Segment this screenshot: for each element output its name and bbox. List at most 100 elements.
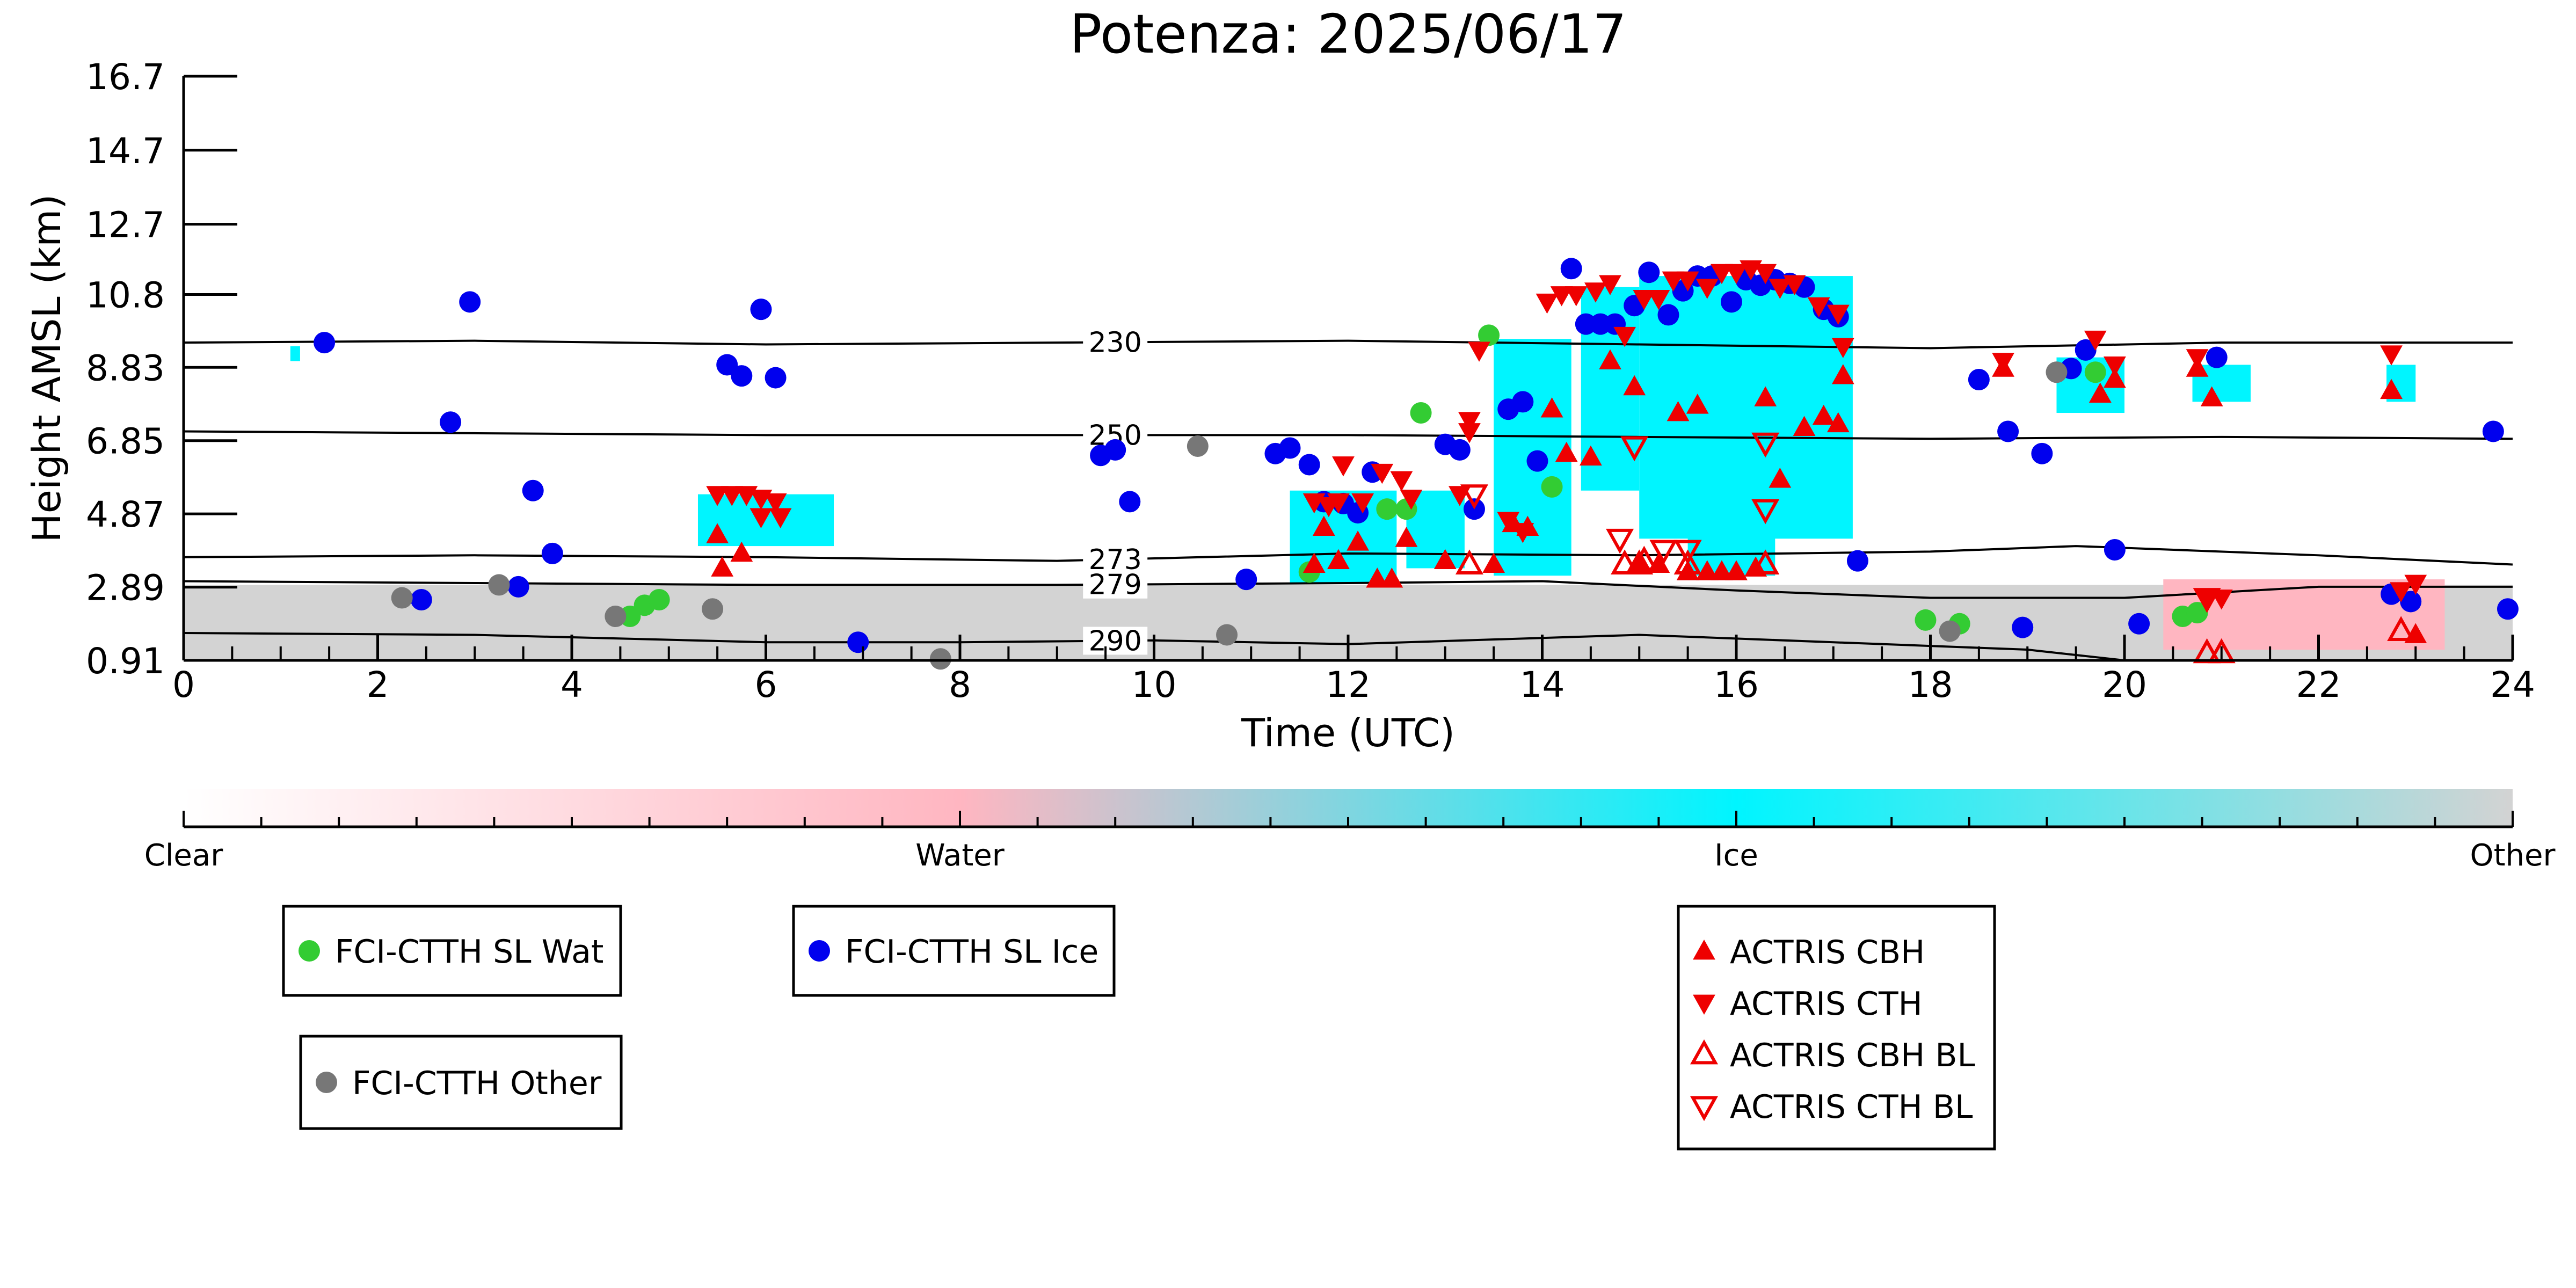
marker-actris-cth [2404, 574, 2427, 595]
marker-fci-ctth-sl-wat [648, 588, 670, 610]
marker-fci-ctth-sl-wat [1541, 476, 1563, 498]
marker-fci-ctth-sl-ice [1235, 569, 1257, 591]
marker-actris-cth [2104, 356, 2126, 377]
marker-actris-cth [1564, 286, 1588, 307]
marker-actris-cth [1647, 290, 1670, 310]
marker-actris-cth [721, 486, 744, 506]
marker-actris-cth [1769, 279, 1792, 299]
marker-actris-cbh [1433, 549, 1457, 570]
marker-actris-cth-bl [1620, 436, 1649, 462]
y-tick-label: 12.7 [86, 205, 165, 246]
marker-actris-cbh [1831, 364, 1854, 384]
marker-fci-ctth-sl-ice [2206, 346, 2228, 368]
marker-actris-cth [1633, 290, 1656, 310]
isotherm-label-bg [1083, 328, 1148, 356]
marker-actris-cbh-bl [1751, 549, 1780, 574]
legend-label-fci-ctth-other: FCI-CTTH Other [352, 1065, 602, 1102]
marker-actris-cbh [1555, 441, 1578, 462]
marker-fci-ctth-sl-ice [1720, 291, 1742, 313]
marker-fci-ctth-sl-ice [750, 299, 772, 321]
marker-actris-cth [1511, 523, 1534, 543]
marker-actris-cbh-bl [1625, 549, 1654, 574]
legend-marker-fci-ctth-sl-wat [299, 940, 320, 962]
marker-actris-cth [1662, 271, 1685, 292]
marker-actris-cbh [1482, 552, 1505, 573]
marker-actris-cth-bl [1751, 432, 1780, 458]
legend-frame [299, 1035, 623, 1130]
marker-fci-ctth-other [1939, 620, 1961, 642]
isotherm-label-279: 279 [1089, 569, 1142, 601]
legend-box-1: FCI-CTTH SL Wat [282, 905, 622, 997]
marker-actris-cth [2380, 345, 2403, 366]
legend-box-4: ACTRIS CBH ACTRIS CTH ACTRIS CBH BL ACTRIS … [1677, 905, 1996, 1151]
x-tick-label: 10 [1132, 664, 1177, 705]
marker-fci-ctth-other [702, 598, 724, 620]
colorbar-label-water: Water [915, 838, 1005, 873]
marker-actris-cth [1550, 286, 1573, 307]
marker-actris-cth [764, 493, 787, 514]
legend-marker-fci-ctth-other [316, 1072, 337, 1093]
marker-fci-ctth-sl-ice [1279, 437, 1301, 459]
marker-actris-cbh [1302, 552, 1326, 573]
x-tick-label: 14 [1520, 664, 1565, 705]
chart-title: Potenza: 2025/06/17 [1069, 3, 1627, 66]
marker-fci-ctth-sl-ice [1119, 491, 1141, 513]
y-tick-label: 4.87 [86, 494, 165, 535]
marker-actris-cth-bl [1460, 484, 1488, 510]
legend-marker-actris-cbh-bl [1690, 1039, 1719, 1065]
marker-actris-cbh [1676, 560, 1699, 580]
marker-actris-cbh [1667, 401, 1690, 421]
marker-actris-cbh [1827, 412, 1850, 433]
marker-fci-ctth-sl-ice [1298, 454, 1320, 476]
marker-fci-ctth-sl-ice [765, 367, 787, 389]
marker-fci-ctth-sl-ice [1512, 391, 1534, 413]
legend-box-2: FCI-CTTH SL Ice [792, 905, 1116, 997]
x-tick-label: 20 [2102, 664, 2147, 705]
marker-actris-cth [1400, 490, 1423, 510]
marker-actris-cth [1725, 264, 1748, 285]
x-tick-label: 24 [2490, 664, 2535, 705]
series-fci-ctth-sl-ice [314, 258, 2519, 653]
marker-actris-cth-bl [2193, 588, 2221, 613]
marker-actris-cth [1458, 423, 1481, 443]
legends: FCI-CTTH SL Wat FCI-CTTH SL Ice FCI-CTTH O… [282, 905, 1996, 1151]
legend-frame [1677, 905, 1996, 1151]
legend-marker-actris-cbh [1693, 940, 1715, 960]
marker-actris-cth [1676, 271, 1699, 292]
marker-actris-cbh [1769, 468, 1792, 488]
marker-fci-ctth-sl-ice [1638, 261, 1660, 283]
legend-box-3: FCI-CTTH Other [299, 1035, 623, 1130]
marker-actris-cbh [1754, 386, 1777, 406]
marker-fci-ctth-sl-ice [1968, 369, 1990, 391]
marker-fci-ctth-sl-wat [1478, 324, 1500, 346]
marker-fci-ctth-other [1216, 624, 1238, 646]
isotherm-279 [184, 580, 2513, 599]
marker-fci-ctth-sl-wat [1376, 498, 1398, 520]
marker-actris-cth [769, 508, 792, 528]
marker-fci-ctth-sl-ice [731, 365, 753, 387]
marker-fci-ctth-sl-wat [2084, 361, 2106, 383]
marker-fci-ctth-sl-ice [314, 332, 336, 354]
x-tick-label: 2 [367, 664, 389, 705]
marker-actris-cbh-bl [2387, 616, 2415, 641]
marker-actris-cth [1831, 338, 1854, 359]
marker-actris-cbh [1579, 445, 1602, 466]
marker-actris-cth [2195, 590, 2218, 610]
cloud-mask-layer [184, 276, 2513, 660]
x-tick-label: 4 [561, 664, 583, 705]
marker-fci-ctth-sl-wat [1915, 609, 1937, 631]
mask-region-ice [290, 346, 300, 361]
marker-actris-cth [1783, 275, 1806, 295]
marker-actris-cth [1992, 353, 2014, 373]
marker-actris-cth [2186, 349, 2209, 369]
marker-actris-cbh [1327, 549, 1350, 570]
marker-actris-cbh-bl [1611, 549, 1639, 574]
marker-fci-ctth-sl-ice [1449, 439, 1471, 461]
marker-actris-cbh [711, 556, 734, 577]
legend-frame [282, 905, 622, 997]
legend-label-fci-ctth-sl-ice: FCI-CTTH SL Ice [845, 933, 1098, 971]
x-tick-label: 8 [949, 664, 971, 705]
marker-actris-cbh [1540, 397, 1563, 418]
